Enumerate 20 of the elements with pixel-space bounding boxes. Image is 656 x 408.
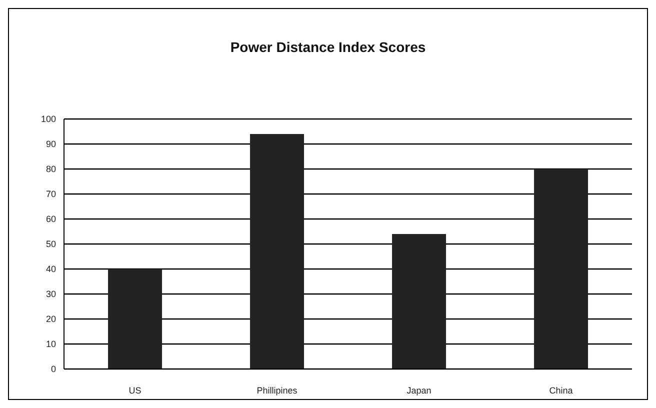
bar (108, 269, 162, 369)
y-tick-label: 90 (46, 139, 56, 150)
x-tick-label: China (549, 385, 573, 396)
y-tick-label: 100 (40, 114, 56, 124)
chart-title: Power Distance Index Scores (229, 39, 427, 55)
y-tick-label: 80 (46, 164, 56, 174)
x-tick-label: Japan (406, 385, 432, 396)
x-tick-label: Phillipines (256, 385, 298, 396)
bar (392, 234, 446, 369)
x-tick-label: US (128, 385, 142, 396)
y-tick-label: 50 (46, 239, 56, 250)
y-tick-label: 10 (46, 339, 56, 350)
y-tick-label: 70 (46, 189, 56, 200)
y-tick-label: 30 (46, 289, 56, 300)
y-tick-label: 20 (46, 314, 56, 324)
y-tick-label: 0 (50, 364, 56, 374)
bar (534, 169, 588, 369)
y-tick-label: 60 (46, 214, 56, 224)
y-tick-label: 40 (46, 264, 56, 274)
bar (250, 134, 304, 369)
